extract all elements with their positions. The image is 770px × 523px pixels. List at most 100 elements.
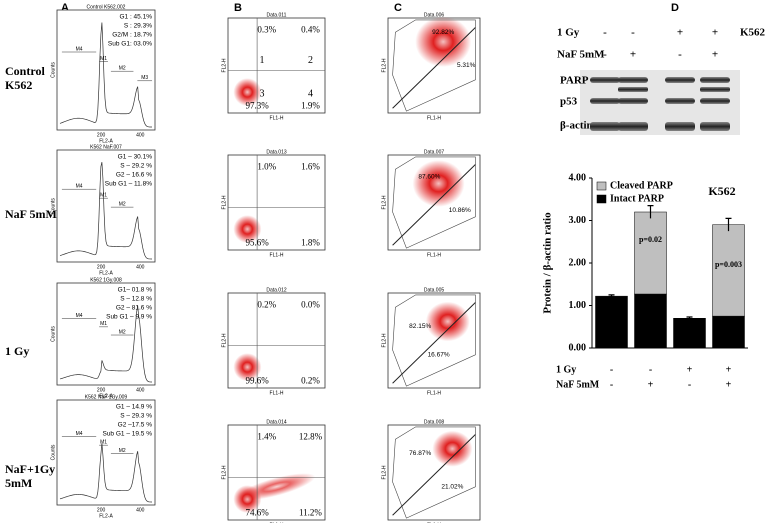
histogram-stat: G1– 01.8 % [118, 287, 153, 294]
cell-cloud [432, 430, 473, 467]
chart-title: K562 [708, 184, 735, 198]
row-label: NaF+1Gy 5mM [5, 462, 55, 490]
x-axis-label: FL1-H [270, 115, 284, 121]
histogram-stat: G1 – 30.1% [118, 154, 153, 161]
histogram-stat: G2 – 16.6 % [116, 172, 152, 179]
gate-label: M1 [100, 439, 107, 445]
gate-percent: 87.60% [418, 174, 440, 181]
histogram-stat: Sub G1 – 11.8% [105, 181, 152, 188]
band-label: PARP [560, 75, 589, 87]
histogram-stat: G2 –17.5 % [118, 422, 153, 429]
condition-sign: - [678, 49, 682, 61]
y-tick-label: 1.00 [569, 300, 587, 311]
quadrant-percent: 0.0% [301, 299, 320, 309]
y-tick-label: 3.00 [569, 215, 587, 226]
histogram-trace [59, 22, 153, 128]
y-axis-label: Counts [50, 444, 56, 460]
quadrant-percent: 1.6% [301, 161, 320, 171]
gate-label: M4 [76, 431, 83, 437]
blot-band [618, 98, 648, 104]
x-row-label: 1 Gy [556, 364, 576, 375]
y-axis-label: Protein / β-actin ratio [542, 212, 554, 314]
error-bar [725, 217, 732, 232]
dot-plot-title: Data.011 [267, 12, 287, 18]
gate-label: M1 [100, 192, 107, 198]
y-axis-label: FL2-H [221, 58, 227, 72]
histogram-stat: S – 29.3 % [120, 413, 152, 420]
cell-line: K562 [740, 27, 766, 39]
histogram-stat: S : 29.3% [124, 23, 152, 30]
histogram-frame [56, 149, 156, 263]
x-axis-label: FL1-H [427, 252, 441, 258]
condition-sign: + [712, 27, 718, 39]
panel-label: D [671, 2, 679, 14]
gate-diagonal [392, 164, 476, 246]
bar-segment [712, 315, 745, 349]
histogram-stat: G2 – 81.6 % [116, 305, 152, 312]
dot-plot-title: Data.013 [266, 149, 287, 155]
blot-band [700, 98, 730, 104]
panel-label: B [234, 2, 242, 14]
dot-plot-frame [227, 17, 326, 114]
gate-diagonal [392, 434, 476, 516]
cell-cloud [233, 78, 262, 107]
condition-label: NaF 5mM [557, 49, 605, 61]
histogram-trace [59, 305, 153, 383]
condition-sign: + [677, 27, 683, 39]
y-axis-label: FL2-H [221, 195, 227, 209]
legend-label: Cleaved PARP [610, 180, 673, 191]
gate-polygon [392, 19, 476, 112]
gate-polygon [392, 426, 476, 519]
gate-percent: 92.82% [432, 29, 454, 36]
error-bar [608, 294, 615, 298]
histogram-stat: S – 12.8 % [120, 296, 152, 303]
histogram-frame [56, 9, 156, 131]
histogram-title: K562 1Gy.008 [90, 277, 122, 283]
x-row-value: + [648, 379, 654, 390]
x-tick-label: 400 [136, 264, 145, 270]
quadrant-percent: 74.6% [245, 507, 269, 517]
bar-segment [634, 293, 667, 349]
x-axis-label: FL1-H [270, 390, 284, 396]
histogram-title: Control K562.002 [87, 4, 126, 10]
gate-label: M4 [76, 46, 83, 52]
y-axis-label: FL2-H [381, 333, 387, 347]
blot-band [590, 122, 620, 131]
blot-band [700, 122, 730, 131]
gate-polygon [392, 294, 476, 387]
x-axis-label: FL2-A [99, 138, 113, 144]
condition-label: 1 Gy [557, 27, 580, 39]
cell-cloud [233, 215, 262, 244]
y-axis-label: Counts [50, 62, 56, 78]
panel-label: A [61, 2, 69, 14]
x-axis-label: FL1-H [270, 252, 284, 258]
quadrant-number: 2 [308, 55, 313, 66]
histogram-stat: G2/M : 18.7% [112, 32, 152, 39]
x-axis-label: FL1-H [427, 115, 441, 121]
gate-label: M2 [119, 201, 126, 207]
gate-label: M3 [141, 75, 148, 81]
quadrant-percent: 99.6% [245, 375, 269, 385]
band-label: p53 [560, 96, 578, 108]
error-bar [686, 316, 693, 320]
gate-plot-title: Data.006 [424, 12, 445, 18]
gate-label: M2 [119, 66, 126, 72]
condition-sign: + [712, 49, 718, 61]
gate-percent: 5.31% [457, 62, 476, 69]
gate-label: M4 [76, 313, 83, 319]
gate-percent: 76.87% [409, 450, 431, 457]
quadrant-number: 1 [259, 55, 264, 66]
gate-label: M1 [100, 56, 107, 62]
x-row-value: - [610, 379, 613, 390]
gate-percent: 21.02% [441, 483, 463, 490]
x-axis-label: FL2-A [99, 513, 113, 519]
x-tick-label: 200 [97, 132, 106, 138]
cell-cloud [425, 301, 470, 342]
row-label: 1 Gy [5, 344, 29, 358]
quadrant-percent: 12.8% [299, 431, 323, 441]
annotation: p=0.02 [639, 235, 662, 244]
blot-band [665, 122, 695, 131]
quadrant-percent: 1.9% [301, 100, 320, 110]
bar-segment [595, 295, 628, 349]
x-row-value: - [649, 364, 652, 375]
